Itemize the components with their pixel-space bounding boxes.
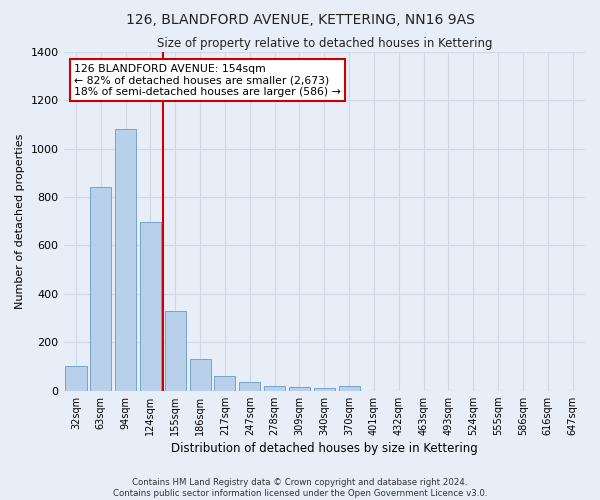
Text: 126, BLANDFORD AVENUE, KETTERING, NN16 9AS: 126, BLANDFORD AVENUE, KETTERING, NN16 9… [125,12,475,26]
Y-axis label: Number of detached properties: Number of detached properties [15,134,25,309]
Bar [115,129,136,390]
Bar [165,311,186,390]
Bar [239,382,260,390]
Bar [65,366,86,390]
Bar [214,376,235,390]
Bar [140,222,161,390]
Bar [190,359,211,390]
X-axis label: Distribution of detached houses by size in Kettering: Distribution of detached houses by size … [171,442,478,455]
Title: Size of property relative to detached houses in Kettering: Size of property relative to detached ho… [157,38,492,51]
Bar [338,386,359,390]
Bar [264,386,285,390]
Bar [314,388,335,390]
Bar [289,387,310,390]
Text: Contains HM Land Registry data © Crown copyright and database right 2024.
Contai: Contains HM Land Registry data © Crown c… [113,478,487,498]
Bar [90,188,112,390]
Text: 126 BLANDFORD AVENUE: 154sqm
← 82% of detached houses are smaller (2,673)
18% of: 126 BLANDFORD AVENUE: 154sqm ← 82% of de… [74,64,341,96]
